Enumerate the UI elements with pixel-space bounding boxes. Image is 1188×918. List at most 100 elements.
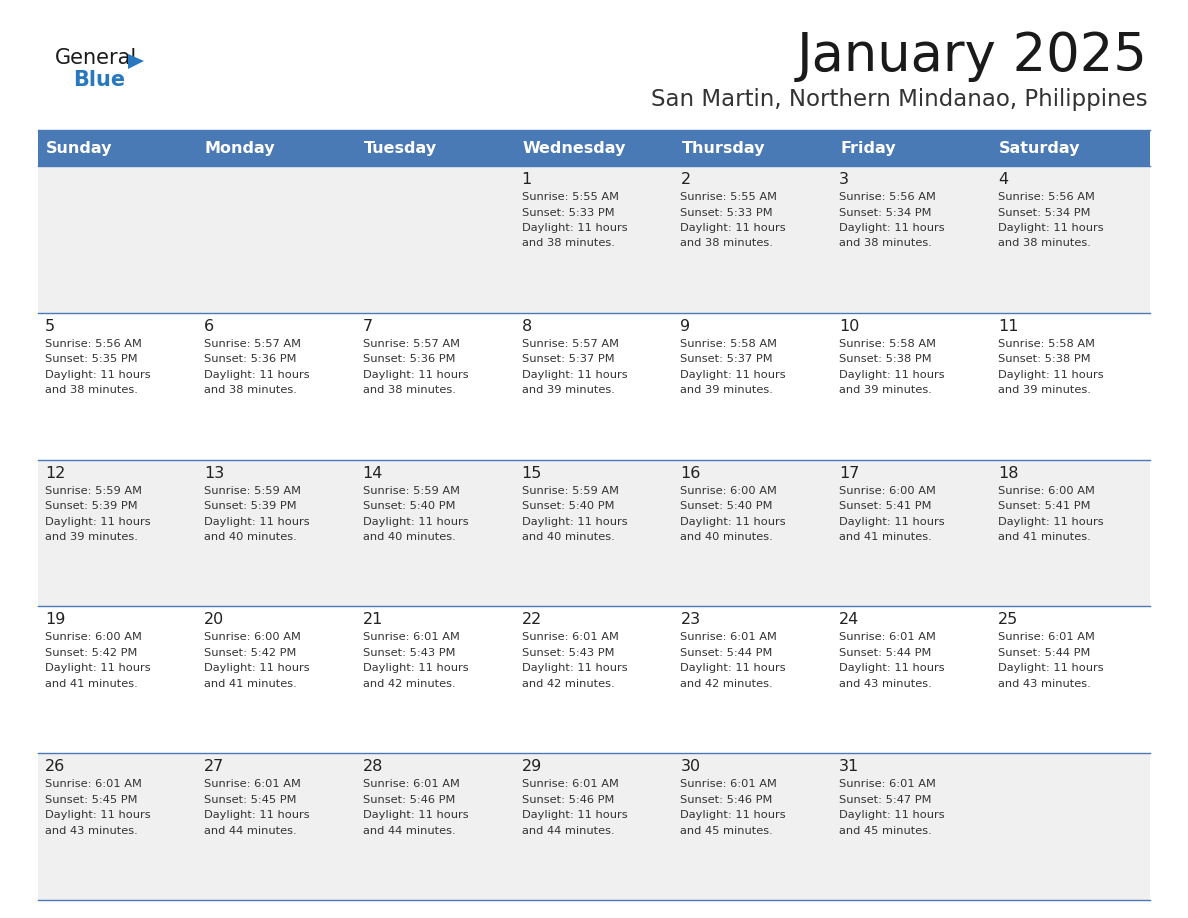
Text: General: General (55, 48, 138, 68)
Text: 14: 14 (362, 465, 383, 481)
Text: Sunset: 5:43 PM: Sunset: 5:43 PM (362, 648, 455, 658)
Text: Sunset: 5:36 PM: Sunset: 5:36 PM (204, 354, 296, 364)
Text: Daylight: 11 hours: Daylight: 11 hours (204, 517, 310, 527)
Text: Sunset: 5:33 PM: Sunset: 5:33 PM (681, 207, 773, 218)
Text: and 40 minutes.: and 40 minutes. (204, 532, 297, 543)
Text: Daylight: 11 hours: Daylight: 11 hours (522, 223, 627, 233)
Text: and 40 minutes.: and 40 minutes. (681, 532, 773, 543)
Bar (38, 130, 197, 166)
Text: Daylight: 11 hours: Daylight: 11 hours (681, 517, 786, 527)
Text: 26: 26 (45, 759, 65, 774)
Text: and 44 minutes.: and 44 minutes. (522, 825, 614, 835)
Text: Sunset: 5:41 PM: Sunset: 5:41 PM (839, 501, 931, 511)
Text: 20: 20 (204, 612, 225, 627)
Text: and 38 minutes.: and 38 minutes. (681, 239, 773, 249)
Bar (38, 460, 1150, 607)
Text: and 43 minutes.: and 43 minutes. (998, 679, 1091, 688)
Text: Sunrise: 6:01 AM: Sunrise: 6:01 AM (681, 633, 777, 643)
Text: Friday: Friday (840, 140, 896, 155)
Text: Sunday: Sunday (46, 140, 113, 155)
Text: 6: 6 (204, 319, 214, 334)
Text: Daylight: 11 hours: Daylight: 11 hours (45, 811, 151, 820)
Text: Sunrise: 6:01 AM: Sunrise: 6:01 AM (681, 779, 777, 789)
Text: Daylight: 11 hours: Daylight: 11 hours (362, 811, 468, 820)
Text: Sunrise: 5:59 AM: Sunrise: 5:59 AM (522, 486, 619, 496)
Text: 31: 31 (839, 759, 860, 774)
Text: Sunset: 5:46 PM: Sunset: 5:46 PM (522, 795, 614, 805)
Text: Daylight: 11 hours: Daylight: 11 hours (681, 811, 786, 820)
Text: Tuesday: Tuesday (364, 140, 437, 155)
Text: and 39 minutes.: and 39 minutes. (45, 532, 138, 543)
Text: Sunset: 5:47 PM: Sunset: 5:47 PM (839, 795, 931, 805)
Text: and 39 minutes.: and 39 minutes. (998, 386, 1091, 396)
Text: Sunset: 5:34 PM: Sunset: 5:34 PM (839, 207, 931, 218)
Bar (38, 607, 1150, 753)
Text: and 38 minutes.: and 38 minutes. (839, 239, 933, 249)
Text: Sunrise: 5:58 AM: Sunrise: 5:58 AM (998, 339, 1095, 349)
Text: Daylight: 11 hours: Daylight: 11 hours (839, 517, 944, 527)
Text: Daylight: 11 hours: Daylight: 11 hours (362, 664, 468, 674)
Text: Sunrise: 5:56 AM: Sunrise: 5:56 AM (998, 192, 1095, 202)
Text: Daylight: 11 hours: Daylight: 11 hours (681, 370, 786, 380)
Text: Sunrise: 6:00 AM: Sunrise: 6:00 AM (681, 486, 777, 496)
Text: Daylight: 11 hours: Daylight: 11 hours (204, 664, 310, 674)
Text: 13: 13 (204, 465, 225, 481)
Text: Sunset: 5:35 PM: Sunset: 5:35 PM (45, 354, 138, 364)
Text: Sunrise: 5:59 AM: Sunrise: 5:59 AM (204, 486, 301, 496)
Text: 29: 29 (522, 759, 542, 774)
Text: Daylight: 11 hours: Daylight: 11 hours (998, 223, 1104, 233)
Text: Daylight: 11 hours: Daylight: 11 hours (522, 370, 627, 380)
Text: 22: 22 (522, 612, 542, 627)
Text: Sunset: 5:39 PM: Sunset: 5:39 PM (45, 501, 138, 511)
Polygon shape (128, 54, 144, 69)
Text: Daylight: 11 hours: Daylight: 11 hours (998, 664, 1104, 674)
Text: and 38 minutes.: and 38 minutes. (204, 386, 297, 396)
Text: 11: 11 (998, 319, 1018, 334)
Text: and 42 minutes.: and 42 minutes. (681, 679, 773, 688)
Text: Daylight: 11 hours: Daylight: 11 hours (681, 223, 786, 233)
Text: Sunset: 5:37 PM: Sunset: 5:37 PM (522, 354, 614, 364)
Text: 9: 9 (681, 319, 690, 334)
Text: Sunset: 5:38 PM: Sunset: 5:38 PM (839, 354, 931, 364)
Text: Sunrise: 5:56 AM: Sunrise: 5:56 AM (839, 192, 936, 202)
Text: Sunrise: 5:59 AM: Sunrise: 5:59 AM (362, 486, 460, 496)
Text: 30: 30 (681, 759, 701, 774)
Text: Sunset: 5:34 PM: Sunset: 5:34 PM (998, 207, 1091, 218)
Text: Sunset: 5:44 PM: Sunset: 5:44 PM (681, 648, 773, 658)
Text: Sunrise: 5:59 AM: Sunrise: 5:59 AM (45, 486, 143, 496)
Text: Daylight: 11 hours: Daylight: 11 hours (839, 223, 944, 233)
Text: Sunset: 5:45 PM: Sunset: 5:45 PM (45, 795, 138, 805)
Text: January 2025: January 2025 (797, 30, 1148, 82)
Text: Sunset: 5:40 PM: Sunset: 5:40 PM (522, 501, 614, 511)
Text: 5: 5 (45, 319, 55, 334)
Text: Sunset: 5:36 PM: Sunset: 5:36 PM (362, 354, 455, 364)
Text: Monday: Monday (204, 140, 276, 155)
Bar (674, 130, 833, 166)
Text: Wednesday: Wednesday (523, 140, 626, 155)
Text: Sunset: 5:44 PM: Sunset: 5:44 PM (839, 648, 931, 658)
Text: Daylight: 11 hours: Daylight: 11 hours (204, 811, 310, 820)
Text: Daylight: 11 hours: Daylight: 11 hours (362, 370, 468, 380)
Text: 23: 23 (681, 612, 701, 627)
Text: Sunrise: 5:56 AM: Sunrise: 5:56 AM (45, 339, 141, 349)
Text: Sunrise: 5:55 AM: Sunrise: 5:55 AM (522, 192, 619, 202)
Text: Sunrise: 6:01 AM: Sunrise: 6:01 AM (204, 779, 301, 789)
Text: Daylight: 11 hours: Daylight: 11 hours (839, 664, 944, 674)
Text: Sunrise: 6:00 AM: Sunrise: 6:00 AM (839, 486, 936, 496)
Text: 19: 19 (45, 612, 65, 627)
Text: and 38 minutes.: and 38 minutes. (998, 239, 1091, 249)
Text: Sunrise: 6:01 AM: Sunrise: 6:01 AM (998, 633, 1095, 643)
Text: Sunset: 5:38 PM: Sunset: 5:38 PM (998, 354, 1091, 364)
Text: Sunrise: 5:57 AM: Sunrise: 5:57 AM (522, 339, 619, 349)
Text: Sunrise: 6:01 AM: Sunrise: 6:01 AM (839, 779, 936, 789)
Text: 1: 1 (522, 172, 532, 187)
Text: Thursday: Thursday (682, 140, 765, 155)
Text: Sunrise: 6:01 AM: Sunrise: 6:01 AM (362, 779, 460, 789)
Text: and 41 minutes.: and 41 minutes. (45, 679, 138, 688)
Text: Daylight: 11 hours: Daylight: 11 hours (522, 517, 627, 527)
Text: Daylight: 11 hours: Daylight: 11 hours (45, 517, 151, 527)
Text: 18: 18 (998, 465, 1018, 481)
Text: Sunset: 5:46 PM: Sunset: 5:46 PM (362, 795, 455, 805)
Bar (197, 130, 355, 166)
Text: Daylight: 11 hours: Daylight: 11 hours (839, 370, 944, 380)
